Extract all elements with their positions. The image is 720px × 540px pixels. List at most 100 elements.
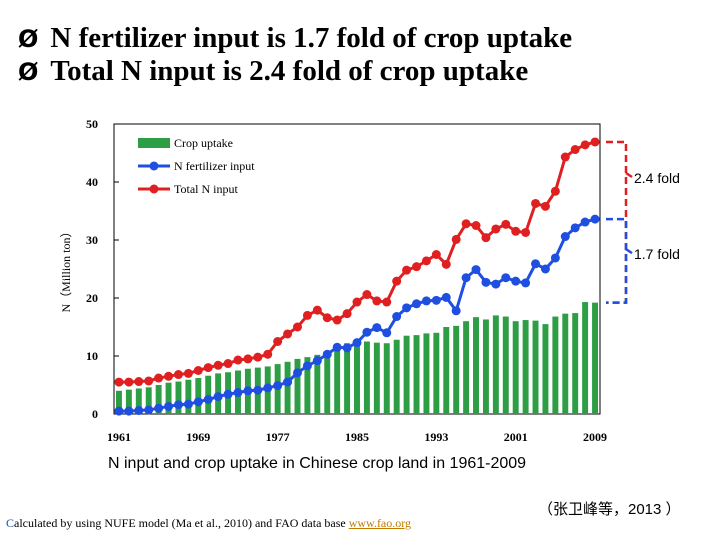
point-n-fertilizer-input <box>302 361 312 371</box>
bar-crop-uptake <box>512 321 519 414</box>
point-n-fertilizer-input <box>580 217 590 227</box>
y-tick-label: 20 <box>86 291 98 305</box>
bar-crop-uptake <box>473 317 479 414</box>
point-total-n-input <box>342 309 352 319</box>
bracket-1-7-fold <box>606 217 628 304</box>
fao-link[interactable]: www.fao.org <box>348 516 412 530</box>
point-n-fertilizer-input <box>501 273 511 283</box>
point-total-n-input <box>382 297 392 307</box>
heading-bullets: Ø N fertilizer input is 1.7 fold of crop … <box>18 22 572 88</box>
point-total-n-input <box>154 373 164 383</box>
legend-label: Total N input <box>174 182 238 196</box>
point-n-fertilizer-input <box>372 323 382 333</box>
bar-crop-uptake <box>165 382 172 414</box>
point-n-fertilizer-input <box>550 253 560 263</box>
point-n-fertilizer-input <box>560 232 570 242</box>
x-tick-label: 1961 <box>107 430 131 444</box>
footnote: Calculated by using NUFE model (Ma et al… <box>6 516 411 531</box>
point-total-n-input <box>431 250 441 259</box>
bar-crop-uptake <box>433 332 440 414</box>
point-total-n-input <box>531 198 541 208</box>
point-n-fertilizer-input <box>223 389 233 399</box>
point-n-fertilizer-input <box>243 386 253 396</box>
point-n-fertilizer-input <box>441 292 451 302</box>
bar-crop-uptake <box>582 302 589 414</box>
bar-crop-uptake <box>205 375 212 414</box>
y-tick-label: 0 <box>92 407 98 421</box>
point-n-fertilizer-input <box>124 406 134 416</box>
point-n-fertilizer-input <box>263 383 273 393</box>
bar-crop-uptake <box>284 361 291 414</box>
annotation-1-7-fold: 1.7 fold <box>634 246 680 262</box>
y-tick-label: 50 <box>86 117 98 131</box>
point-total-n-input <box>421 256 431 266</box>
point-n-fertilizer-input <box>114 406 124 416</box>
point-n-fertilizer-input <box>183 399 193 409</box>
point-total-n-input <box>134 377 144 387</box>
bar-crop-uptake <box>145 387 152 414</box>
point-n-fertilizer-input <box>332 342 342 352</box>
bar-crop-uptake <box>592 302 599 414</box>
point-total-n-input <box>402 265 412 275</box>
point-total-n-input <box>253 352 263 362</box>
bar-crop-uptake <box>344 343 351 414</box>
heading-line-1: Ø N fertilizer input is 1.7 fold of crop … <box>18 22 572 55</box>
bar-crop-uptake <box>522 320 529 414</box>
point-total-n-input <box>203 363 213 373</box>
y-tick-label: 10 <box>86 349 98 363</box>
point-total-n-input <box>302 310 312 320</box>
point-total-n-input <box>451 234 461 244</box>
point-total-n-input <box>441 259 451 269</box>
bar-crop-uptake <box>423 333 430 414</box>
bar-crop-uptake <box>542 324 549 414</box>
point-n-fertilizer-input <box>134 406 144 416</box>
point-total-n-input <box>570 145 580 155</box>
point-total-n-input <box>213 360 223 370</box>
point-n-fertilizer-input <box>203 395 213 404</box>
footnote-initial: C <box>6 516 15 530</box>
point-n-fertilizer-input <box>531 259 541 269</box>
point-total-n-input <box>501 219 511 229</box>
point-n-fertilizer-input <box>491 279 501 289</box>
point-n-fertilizer-input <box>402 303 412 313</box>
point-n-fertilizer-input <box>471 265 481 275</box>
bar-crop-uptake <box>532 320 539 414</box>
point-total-n-input <box>183 368 193 378</box>
point-total-n-input <box>511 226 521 236</box>
point-n-fertilizer-input <box>382 328 392 338</box>
bar-crop-uptake <box>463 321 470 414</box>
annotation-2-4-fold: 2.4 fold <box>634 170 680 186</box>
bar-crop-uptake <box>185 379 192 414</box>
point-total-n-input <box>392 276 402 286</box>
point-total-n-input <box>540 201 550 211</box>
point-n-fertilizer-input <box>273 381 283 391</box>
point-n-fertilizer-input <box>173 400 183 410</box>
point-total-n-input <box>332 315 342 325</box>
point-n-fertilizer-input <box>590 214 600 224</box>
bullet-arrow-icon: Ø <box>18 25 39 53</box>
bar-crop-uptake <box>502 316 509 414</box>
bar-crop-uptake <box>373 342 380 414</box>
bar-crop-uptake <box>383 343 390 414</box>
point-n-fertilizer-input <box>292 368 302 378</box>
bar-crop-uptake <box>304 357 311 414</box>
legend-marker-total-n-input <box>149 184 159 194</box>
point-total-n-input <box>560 152 570 162</box>
point-n-fertilizer-input <box>342 343 352 353</box>
x-tick-label: 1977 <box>266 430 290 444</box>
bar-crop-uptake <box>294 358 301 414</box>
point-n-fertilizer-input <box>154 403 164 413</box>
point-n-fertilizer-input <box>193 397 203 407</box>
point-n-fertilizer-input <box>451 306 461 316</box>
point-n-fertilizer-input <box>392 312 402 322</box>
point-n-fertilizer-input <box>412 299 422 309</box>
point-total-n-input <box>491 224 501 234</box>
bar-crop-uptake <box>413 335 420 414</box>
point-n-fertilizer-input <box>164 401 174 411</box>
y-tick-label: 40 <box>86 175 98 189</box>
bar-crop-uptake <box>354 343 360 414</box>
point-n-fertilizer-input <box>540 264 550 274</box>
bar-crop-uptake <box>324 351 331 414</box>
bar-crop-uptake <box>135 388 142 414</box>
point-n-fertilizer-input <box>461 273 471 283</box>
